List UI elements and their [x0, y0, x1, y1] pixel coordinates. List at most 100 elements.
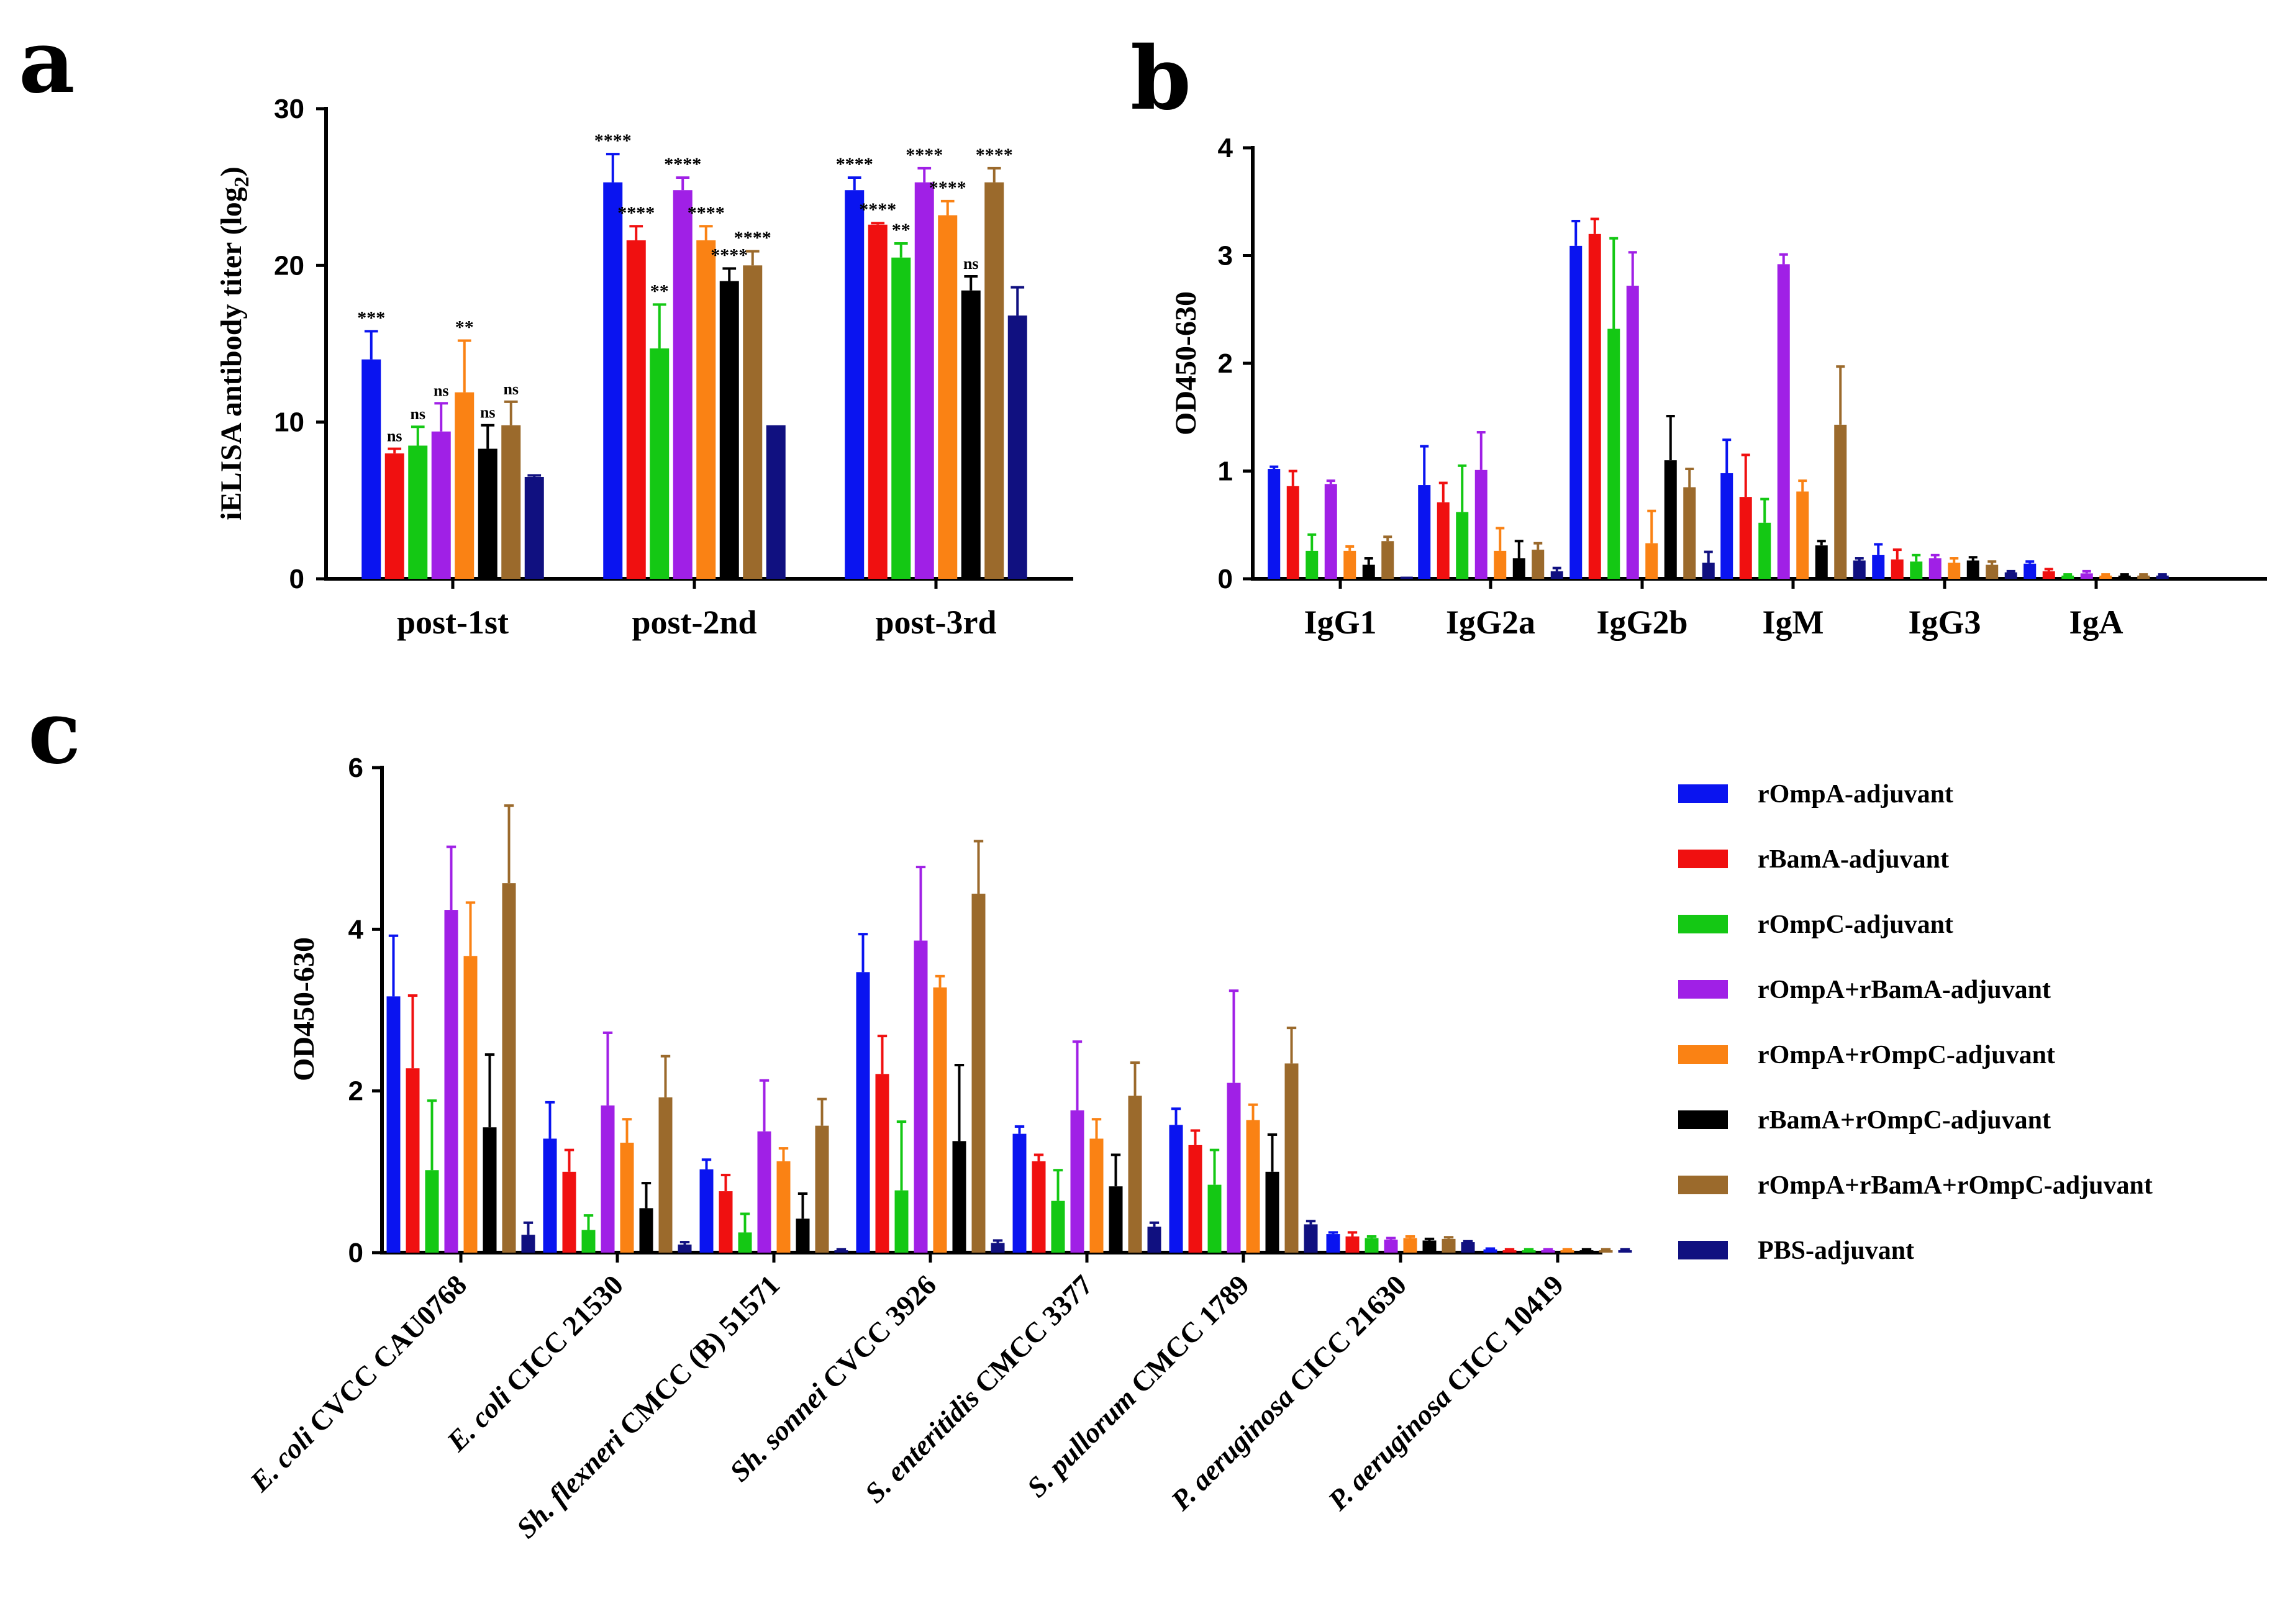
bar-a-0-7 [524, 476, 544, 579]
bar-b-1-6 [1532, 550, 1545, 579]
significance-label: **** [617, 202, 655, 223]
bar-a-1-4 [696, 240, 716, 579]
significance-label: ns [410, 405, 425, 423]
bar-c-5-0 [1169, 1125, 1183, 1253]
bar-c-1-5 [639, 1208, 653, 1253]
bar-c-1-4 [620, 1142, 634, 1253]
x-category-label: IgA [2069, 604, 2123, 641]
significance-label: **** [929, 178, 966, 198]
bar-b-0-7 [1400, 576, 1413, 579]
bar-c-2-3 [757, 1131, 771, 1253]
legend-entry: rOmpA+rBamA-adjuvant [1758, 976, 2051, 1004]
bar-a-1-3 [673, 190, 693, 579]
x-category-label-rest: CMCC 3377 [963, 1269, 1099, 1405]
bar-c-1-2 [581, 1230, 596, 1253]
bar-a-2-1 [868, 224, 888, 579]
y-tick-label: 30 [274, 94, 304, 124]
bar-c-6-3 [1384, 1240, 1398, 1253]
panel-letter-b: b [1130, 28, 1191, 130]
bar-b-2-0 [1569, 245, 1583, 579]
bar-b-1-3 [1474, 470, 1487, 579]
y-tick-label: 2 [348, 1076, 363, 1107]
bar-c-2-7 [834, 1250, 848, 1253]
bar-c-3-4 [933, 987, 947, 1253]
bar-a-1-5 [719, 281, 739, 579]
x-category-label-rest: CICC 21530 [494, 1269, 629, 1404]
bar-a-0-3 [431, 431, 451, 579]
bar-b-5-0 [2023, 563, 2037, 579]
y-tick-label: 10 [274, 407, 304, 438]
y-tick-label: 1 [1218, 456, 1233, 487]
significance-label: **** [836, 154, 873, 175]
significance-label: **** [906, 145, 943, 165]
bar-b-0-2 [1306, 550, 1319, 579]
bar-b-5-3 [2080, 573, 2093, 579]
y-tick-label: 2 [1218, 348, 1233, 379]
bar-c-3-3 [914, 940, 928, 1253]
bar-b-5-5 [2118, 575, 2131, 579]
y-tick-label: 20 [274, 250, 304, 281]
bar-b-0-3 [1324, 484, 1337, 579]
bar-b-5-2 [2061, 575, 2074, 579]
x-category-label: post-3rd [875, 604, 996, 641]
legend-swatch [1678, 1045, 1728, 1064]
bar-c-0-5 [483, 1127, 497, 1253]
bar-c-4-3 [1070, 1110, 1084, 1253]
x-category-label: IgG2a [1446, 604, 1535, 641]
significance-label: **** [594, 130, 632, 151]
x-category-label-rest: CVCC 3926 [811, 1269, 942, 1400]
bar-c-2-6 [815, 1125, 829, 1253]
significance-label: **** [664, 154, 701, 175]
bar-b-4-3 [1928, 558, 1942, 579]
y-tick-label: 4 [348, 914, 364, 945]
bar-b-5-4 [2099, 575, 2112, 579]
bar-c-7-4 [1560, 1250, 1574, 1253]
bar-b-4-0 [1872, 555, 1885, 579]
bar-a-1-1 [626, 240, 646, 579]
legend-entry: PBS-adjuvant [1758, 1236, 1914, 1265]
significance-label: **** [734, 228, 771, 248]
significance-label: ns [480, 404, 496, 422]
bar-c-6-2 [1365, 1238, 1379, 1253]
bar-a-1-0 [603, 182, 623, 579]
bar-c-2-2 [738, 1232, 752, 1253]
bar-b-2-1 [1588, 234, 1601, 579]
bar-b-1-4 [1494, 550, 1507, 579]
bar-c-4-6 [1128, 1096, 1142, 1253]
panel-letter-c: c [28, 682, 81, 784]
legend-entry: rOmpA-adjuvant [1758, 780, 1953, 809]
bar-c-5-3 [1227, 1082, 1241, 1253]
bar-b-2-6 [1683, 487, 1696, 579]
bar-b-5-6 [2137, 575, 2150, 579]
bar-c-2-0 [699, 1169, 714, 1253]
bar-a-1-6 [743, 265, 763, 579]
legend: rOmpA-adjuvant rBamA-adjuvant rOmpC-adjuva… [1678, 780, 2153, 1265]
bar-a-2-2 [891, 257, 911, 579]
bar-b-0-1 [1286, 486, 1299, 579]
bar-c-4-0 [1012, 1133, 1027, 1253]
bar-b-1-0 [1418, 485, 1431, 579]
legend-swatch [1678, 850, 1728, 868]
y-tick-label: 6 [348, 753, 363, 783]
bar-b-1-5 [1512, 558, 1525, 579]
bar-c-7-0 [1483, 1249, 1497, 1253]
legend-swatch [1678, 1110, 1728, 1129]
bar-a-0-4 [455, 392, 475, 579]
significance-label: ** [650, 281, 669, 301]
legend-entry: rOmpA+rBamA+rOmpC-adjuvant [1758, 1171, 2153, 1200]
bar-a-0-1 [384, 453, 404, 579]
bar-a-0-2 [408, 445, 428, 579]
x-category-label-italic: S. pullorum [1020, 1382, 1142, 1503]
bar-b-3-0 [1720, 473, 1733, 579]
bar-c-0-6 [502, 883, 516, 1253]
bar-c-7-7 [1618, 1250, 1632, 1253]
bar-a-1-2 [650, 348, 670, 579]
y-tick-label: 3 [1218, 241, 1233, 271]
bar-c-0-7 [521, 1235, 535, 1253]
x-category-label: IgG3 [1908, 604, 1981, 641]
bar-b-3-7 [1853, 560, 1866, 579]
significance-label: *** [357, 307, 385, 328]
bar-b-2-7 [1702, 562, 1715, 579]
legend-swatch [1678, 915, 1728, 933]
bar-b-0-5 [1362, 565, 1375, 579]
